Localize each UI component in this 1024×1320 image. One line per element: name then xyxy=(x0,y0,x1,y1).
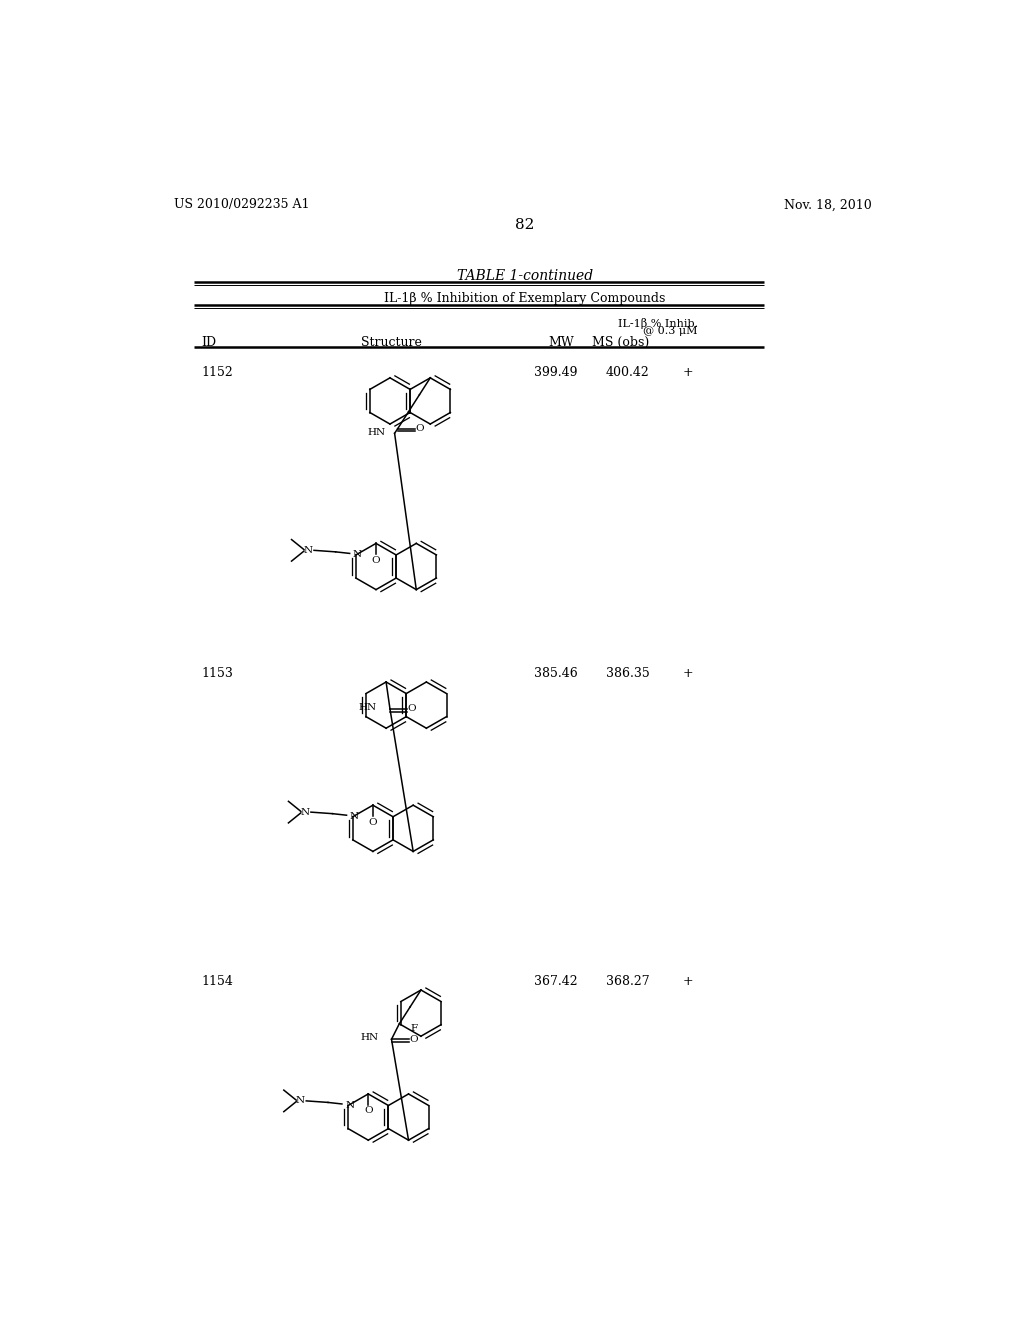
Text: O: O xyxy=(369,817,377,826)
Text: Structure: Structure xyxy=(361,335,422,348)
Text: TABLE 1-continued: TABLE 1-continued xyxy=(457,268,593,282)
Text: HN: HN xyxy=(360,1034,378,1043)
Text: MS (obs): MS (obs) xyxy=(592,335,649,348)
Text: +: + xyxy=(683,667,693,680)
Text: N: N xyxy=(303,546,312,554)
Text: 82: 82 xyxy=(515,218,535,232)
Text: 400.42: 400.42 xyxy=(606,367,649,379)
Text: 385.46: 385.46 xyxy=(534,667,578,680)
Text: N: N xyxy=(300,808,309,817)
Text: @ 0.3 μM: @ 0.3 μM xyxy=(643,326,697,337)
Text: IL-1β % Inhib.: IL-1β % Inhib. xyxy=(617,318,697,329)
Text: 1154: 1154 xyxy=(202,974,233,987)
Text: O: O xyxy=(415,424,424,433)
Text: N: N xyxy=(345,1101,354,1110)
Text: 1153: 1153 xyxy=(202,667,233,680)
Text: F: F xyxy=(411,1024,418,1034)
Text: O: O xyxy=(409,1035,418,1044)
Text: 368.27: 368.27 xyxy=(606,974,649,987)
Text: Nov. 18, 2010: Nov. 18, 2010 xyxy=(784,198,872,211)
Text: O: O xyxy=(372,556,380,565)
Text: MW: MW xyxy=(548,335,573,348)
Text: O: O xyxy=(408,705,416,713)
Text: +: + xyxy=(683,974,693,987)
Text: O: O xyxy=(364,1106,373,1115)
Text: 399.49: 399.49 xyxy=(534,367,578,379)
Text: IL-1β % Inhibition of Exemplary Compounds: IL-1β % Inhibition of Exemplary Compound… xyxy=(384,292,666,305)
Text: N: N xyxy=(353,550,361,560)
Text: N: N xyxy=(296,1097,304,1105)
Text: 1152: 1152 xyxy=(202,367,233,379)
Text: N: N xyxy=(350,812,358,821)
Text: +: + xyxy=(683,367,693,379)
Text: 367.42: 367.42 xyxy=(534,974,578,987)
Text: US 2010/0292235 A1: US 2010/0292235 A1 xyxy=(174,198,310,211)
Text: 386.35: 386.35 xyxy=(606,667,649,680)
Text: HN: HN xyxy=(358,704,377,711)
Text: HN: HN xyxy=(368,428,385,437)
Text: ID: ID xyxy=(202,335,217,348)
